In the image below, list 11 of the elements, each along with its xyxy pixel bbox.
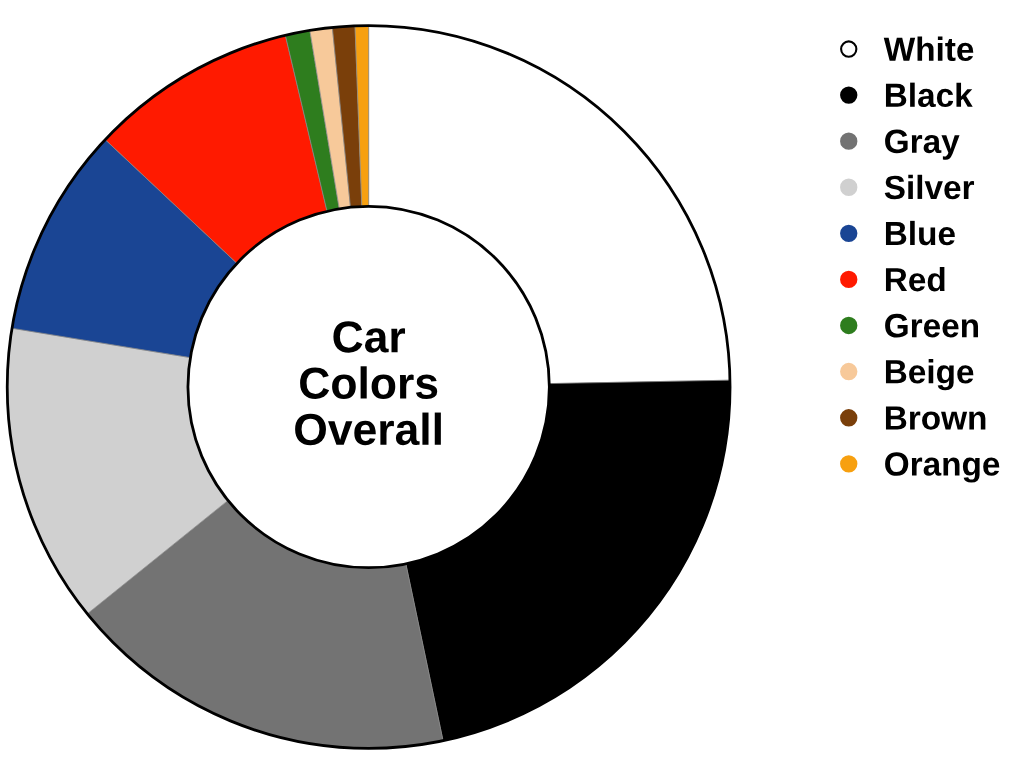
legend-label: Brown — [885, 406, 986, 430]
legend-label: Beige — [885, 359, 974, 391]
legend-label: Blue — [885, 220, 955, 246]
slice-label: White — [883, 36, 974, 62]
legend-label: Gray — [885, 129, 960, 160]
legend-label: Black — [885, 82, 973, 108]
text: Car Colors Overall — [295, 321, 441, 446]
legend-label: Orange — [885, 452, 1000, 483]
legend-label: Red — [885, 266, 945, 292]
legend-label: Silver — [884, 174, 975, 200]
legend-label: Green — [885, 313, 979, 338]
